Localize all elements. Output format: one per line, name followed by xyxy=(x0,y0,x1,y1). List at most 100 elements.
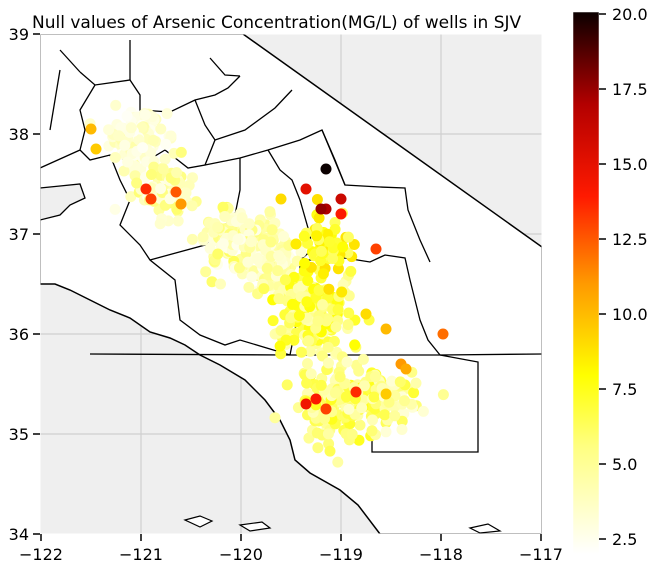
well-point xyxy=(232,233,244,245)
well-point xyxy=(379,409,391,421)
well-point xyxy=(399,395,410,407)
well-point xyxy=(304,345,316,357)
well-point xyxy=(109,152,121,163)
colorbar-tick-label: 15.0 xyxy=(612,155,648,174)
well-point xyxy=(408,387,420,399)
well-point xyxy=(186,200,198,212)
well-point xyxy=(335,193,347,205)
well-point xyxy=(315,379,327,391)
well-point xyxy=(317,268,329,280)
well-point xyxy=(269,412,281,424)
colorbar-tick-label: 2.5 xyxy=(612,530,637,549)
well-point xyxy=(366,425,378,437)
well-point xyxy=(343,403,355,415)
well-point xyxy=(305,368,317,380)
well-point xyxy=(313,212,325,224)
well-point xyxy=(131,177,143,189)
well-point xyxy=(310,393,322,405)
well-point xyxy=(311,230,323,242)
well-point xyxy=(322,341,334,353)
well-point xyxy=(348,239,360,250)
chart-title: Null values of Arsenic Concentration(MG/… xyxy=(32,13,522,33)
well-point xyxy=(380,323,392,335)
well-point xyxy=(301,377,313,389)
well-point xyxy=(354,419,366,431)
well-point xyxy=(368,391,380,403)
well-point xyxy=(295,246,307,258)
channel-island-3 xyxy=(468,523,502,534)
well-point xyxy=(350,386,362,398)
well-point xyxy=(113,130,125,142)
well-point xyxy=(90,143,102,155)
well-point xyxy=(386,375,398,387)
colorbar-tick-label: 17.5 xyxy=(612,80,648,99)
well-point xyxy=(287,298,298,310)
colorbar: 2.5 5.0 7.5 10.0 12.5 15.0 17.5 20.0 xyxy=(572,5,648,555)
well-point xyxy=(265,236,277,248)
well-point xyxy=(317,299,328,311)
well-point xyxy=(335,208,347,220)
well-point xyxy=(264,206,276,218)
well-point xyxy=(266,224,278,236)
well-point xyxy=(301,296,313,308)
well-point xyxy=(298,230,310,242)
well-point xyxy=(206,276,218,288)
well-point xyxy=(389,410,401,422)
well-point xyxy=(186,233,198,245)
well-point xyxy=(119,139,131,151)
colorbar-tick-label: 7.5 xyxy=(612,380,637,399)
well-point xyxy=(346,428,358,440)
well-point xyxy=(437,389,449,401)
colorbar-tick-label: 20.0 xyxy=(612,5,648,24)
well-point xyxy=(136,122,148,133)
well-point xyxy=(139,109,151,121)
x-tick-label: −121 xyxy=(119,545,163,564)
well-point xyxy=(315,245,327,257)
well-point xyxy=(267,315,279,327)
well-point xyxy=(323,236,335,248)
well-point xyxy=(145,147,157,159)
well-point xyxy=(290,238,302,250)
well-point xyxy=(360,308,372,320)
well-point xyxy=(171,167,183,179)
y-tick-label: 36 xyxy=(9,325,29,344)
colorbar-tick-label: 12.5 xyxy=(612,230,648,249)
colorbar-tick-label: 10.0 xyxy=(612,305,648,324)
well-point xyxy=(380,426,392,438)
well-point xyxy=(285,312,297,324)
well-point xyxy=(313,284,325,296)
well-point xyxy=(85,123,97,135)
well-point xyxy=(340,391,352,403)
well-point xyxy=(275,325,287,336)
well-point xyxy=(437,328,449,340)
well-point xyxy=(109,203,121,215)
x-tick-label: −117 xyxy=(519,545,563,564)
well-point xyxy=(245,236,257,248)
well-point xyxy=(288,334,300,346)
well-point xyxy=(258,283,270,295)
well-point xyxy=(345,265,357,277)
well-point xyxy=(175,198,187,210)
well-point xyxy=(311,194,323,205)
well-point xyxy=(369,371,381,383)
well-point xyxy=(323,357,334,369)
well-point xyxy=(154,218,166,230)
well-point xyxy=(110,99,122,111)
well-point xyxy=(246,271,258,283)
well-point xyxy=(394,376,406,388)
well-point xyxy=(197,231,209,243)
well-point xyxy=(275,193,287,205)
well-point xyxy=(204,243,216,254)
y-axis: 34 35 36 37 38 39 xyxy=(9,25,40,544)
well-point xyxy=(396,424,408,435)
well-point xyxy=(341,356,353,368)
well-point xyxy=(180,187,192,199)
map-plot-area xyxy=(39,33,543,535)
well-point xyxy=(219,211,231,222)
well-point xyxy=(212,248,224,260)
colorbar-gradient xyxy=(572,11,600,555)
well-point xyxy=(273,293,285,305)
well-point xyxy=(137,142,149,154)
well-point xyxy=(400,363,412,375)
